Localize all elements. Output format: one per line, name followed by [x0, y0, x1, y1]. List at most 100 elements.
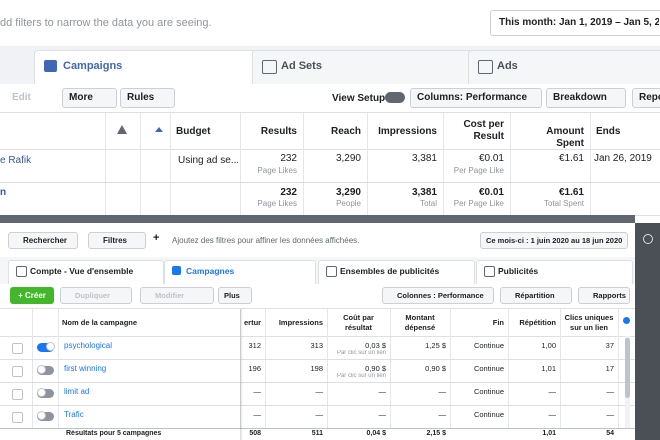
date-range[interactable]: This month: Jan 1, 2019 – Jan 5, 2019: [499, 17, 659, 28]
column-divider: [58, 309, 59, 440]
tab-label[interactable]: Campaigns: [63, 60, 123, 72]
cell-value: 1,00: [541, 341, 556, 350]
search-button[interactable]: Rechercher: [8, 232, 78, 249]
cell-value: —: [315, 410, 324, 419]
side-bar: [635, 223, 660, 440]
cell-value: 312: [248, 341, 261, 350]
tab-icon: [478, 60, 493, 74]
add-column-icon: [623, 317, 630, 324]
breakdown-button[interactable]: Breakdown: [546, 88, 626, 108]
row-checkbox: [12, 389, 23, 400]
create-button[interactable]: + Créer: [10, 287, 54, 304]
reports-button[interactable]: Repo: [632, 88, 660, 108]
toggle-knob: [37, 365, 46, 374]
cell-value: €1.61: [558, 187, 584, 198]
column-header: Reach: [330, 126, 361, 137]
column-divider: [240, 309, 241, 440]
tab-label[interactable]: Compte - Vue d'ensemble: [30, 266, 134, 276]
columns-button[interactable]: Columns: Performance: [410, 88, 542, 108]
column-header: Impressions: [278, 318, 323, 327]
column-header: Répétition: [519, 318, 556, 327]
view-setup[interactable]: View Setup: [332, 93, 386, 104]
cell-value: 232: [280, 153, 297, 164]
cell-value: —: [438, 410, 447, 419]
table-row: [0, 382, 635, 406]
cell-subtext: Par clic sur un lien: [336, 373, 386, 379]
column-divider: [560, 309, 561, 440]
total-value: 2,15 $: [426, 430, 446, 437]
column-header: Ends: [596, 126, 621, 137]
tab-label[interactable]: Ensembles de publicités: [340, 266, 440, 276]
column-divider: [390, 309, 391, 440]
cell-value: €0.01: [478, 153, 504, 164]
total-value: 54: [606, 430, 614, 437]
column-header: Results: [260, 126, 297, 137]
cell-value: —: [315, 387, 324, 396]
date-range[interactable]: Ce mois-ci : 1 juin 2020 au 18 jun 2020: [480, 232, 628, 249]
row-checkbox: [12, 343, 23, 354]
cell-value: 3,290: [335, 153, 361, 164]
column-header: Montant dépensé: [404, 313, 436, 332]
more-button[interactable]: More: [62, 88, 117, 108]
breakdown-button[interactable]: Répartition: [500, 287, 572, 304]
cell-value: —: [548, 410, 557, 419]
column-header: Impressions: [378, 126, 437, 137]
cell-subtext: Page Likes: [257, 166, 297, 175]
duplicate-button[interactable]: Dupliquer: [60, 287, 132, 304]
total-row: [0, 428, 635, 440]
sort-icon: [155, 127, 163, 132]
rules-button[interactable]: Rules: [120, 88, 175, 108]
date-box: [490, 10, 660, 36]
cell-value: 3,290: [335, 187, 361, 198]
status-toggle: [37, 343, 54, 352]
cell-value: 196: [248, 364, 261, 373]
tab-label[interactable]: Publicités: [498, 266, 539, 276]
more-button[interactable]: Plus: [218, 287, 252, 304]
add-filter[interactable]: +: [153, 232, 160, 244]
tab-label[interactable]: Campagnes: [186, 266, 235, 276]
header-row: [0, 113, 660, 150]
column-divider: [327, 309, 328, 440]
column-header: Clics uniques sur un lien: [564, 313, 614, 332]
tab-label[interactable]: Ad Sets: [281, 60, 322, 72]
tab-label[interactable]: Ads: [497, 60, 518, 72]
cell[interactable]: n: [0, 187, 7, 198]
cell-value: 1,01: [541, 364, 556, 373]
cell[interactable]: e Rafik: [0, 155, 32, 166]
reports-button[interactable]: Rapports: [578, 287, 630, 304]
column-header: Coût par résultat: [343, 313, 374, 332]
edit-button[interactable]: Modifier: [140, 287, 214, 304]
cell-subtext: Per Page Like: [453, 199, 504, 208]
columns-button[interactable]: Colonnes : Performance: [382, 287, 494, 304]
campaign-name[interactable]: psychological: [64, 341, 113, 350]
filters-button[interactable]: Filtres: [88, 232, 146, 249]
edit-button[interactable]: Edit: [12, 92, 31, 103]
cell-value: 313: [310, 341, 323, 350]
campaign-name[interactable]: first winning: [64, 364, 107, 373]
cell-value: —: [378, 410, 387, 419]
tab-icon: [484, 266, 495, 277]
cell-value: —: [253, 387, 262, 396]
column-divider: [618, 309, 619, 440]
table-row: [0, 149, 660, 183]
column-divider: [105, 113, 106, 215]
campaign-name[interactable]: Trafic: [64, 410, 84, 419]
column-divider: [32, 309, 33, 440]
column-divider: [367, 113, 368, 215]
campaign-name[interactable]: limit ad: [64, 387, 90, 396]
cell-value: —: [253, 410, 262, 419]
tab: [8, 260, 164, 285]
cell-value: Continue: [473, 341, 504, 350]
column-header: Fin: [492, 318, 504, 327]
total-value: 1,01: [542, 430, 556, 437]
toggle-knob: [37, 388, 46, 397]
cell: Using ad se...: [178, 155, 238, 166]
cell-value: Jan 26, 2019: [594, 153, 652, 164]
column-header: Budget: [176, 126, 211, 137]
toggle-knob: [37, 411, 46, 420]
column-header: Cost per Result: [463, 119, 504, 142]
filter-placeholder: dd filters to narrow the data you are se…: [0, 17, 212, 29]
column-divider: [140, 113, 141, 215]
cell-value: 198: [310, 364, 323, 373]
